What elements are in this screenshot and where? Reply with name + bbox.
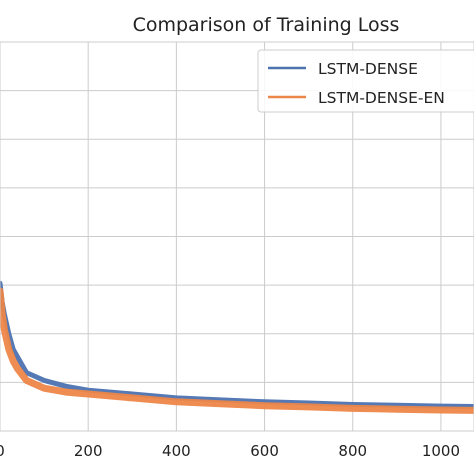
- legend-label-1: LSTM-DENSE-EN: [318, 89, 445, 107]
- legend-label-0: LSTM-DENSE: [318, 60, 418, 78]
- x-tick-label-4: 800: [338, 442, 367, 460]
- x-tick-label-5: 1000: [422, 442, 460, 460]
- x-tick-label-0: 0: [0, 442, 5, 460]
- x-tick-label-3: 600: [250, 442, 279, 460]
- x-tick-label-2: 400: [162, 442, 191, 460]
- series-line-0: [0, 280, 474, 409]
- legend-box: [257, 49, 474, 113]
- series-line-1: [0, 287, 474, 414]
- x-tick-label-1: 200: [74, 442, 103, 460]
- plot-frame: [0, 41, 474, 432]
- plot-lines: [0, 280, 474, 414]
- legend: LSTM-DENSE LSTM-DENSE-EN: [257, 49, 474, 113]
- chart-title: Comparison of Training Loss: [133, 14, 400, 36]
- x-ticks: 0 200 400 600 800 1000: [0, 442, 460, 460]
